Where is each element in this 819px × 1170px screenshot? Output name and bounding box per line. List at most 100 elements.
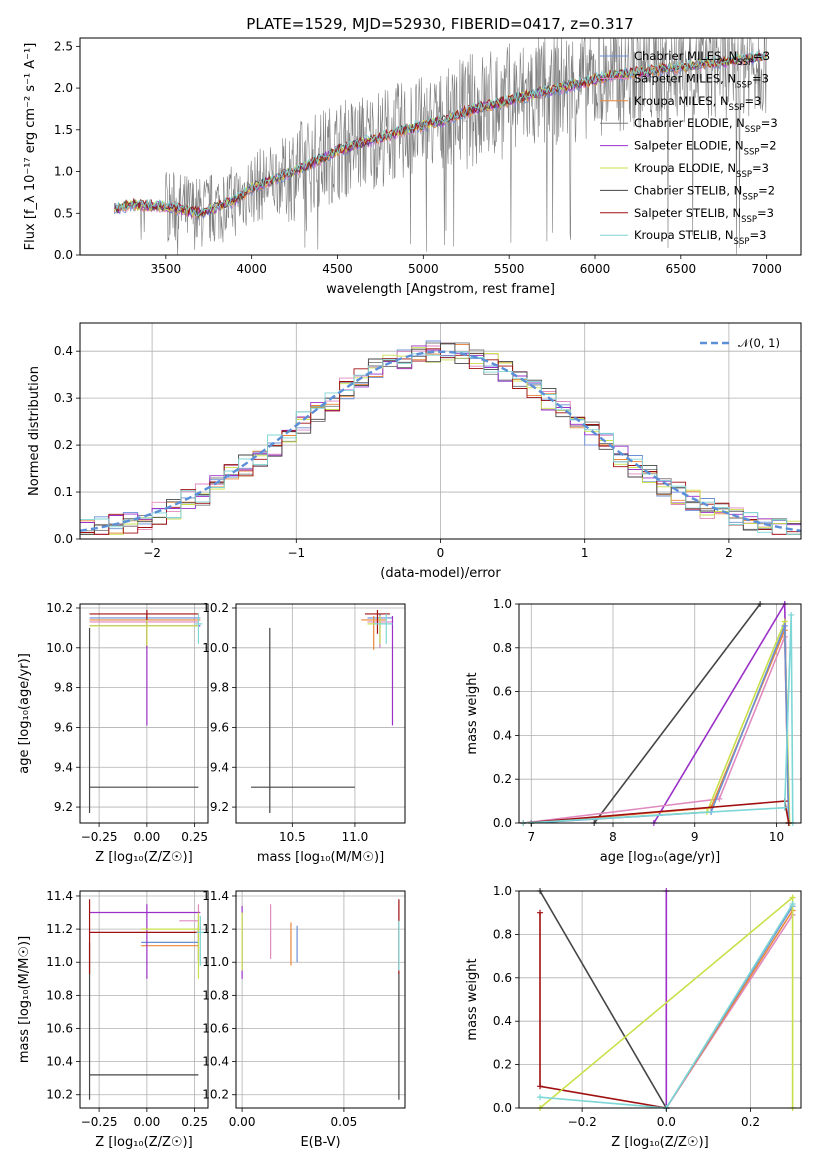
- x-tick-label: 0: [437, 546, 445, 560]
- x-axis-label: E(B-V): [300, 1135, 340, 1150]
- y-tick-label: 0.2: [54, 438, 73, 452]
- x-axis-label: Z [log₁₀(Z/Z☉)]: [95, 1135, 192, 1150]
- legend-entry: Kroupa STELIB, NSSP=3: [634, 228, 766, 247]
- x-tick-label: 0.00: [134, 830, 161, 844]
- plot-area-residuals: [79, 340, 802, 535]
- errorbar-point: [89, 615, 201, 648]
- errorbar-point: [89, 609, 199, 620]
- x-tick-label: 7000: [751, 262, 782, 276]
- legend-entry: Chabrier MILES, NSSP=3: [634, 49, 770, 68]
- axes-age_vs_mass: 10.5 11.0 9.2 9.4 9.6 9.8 10.0 10.2 mass [log₁₀(…: [202, 601, 406, 865]
- y-tick-label: 10.6: [202, 1021, 229, 1035]
- y-tick-label: 0.2: [493, 772, 512, 786]
- legend-entry: Salpeter MILES, NSSP=3: [634, 71, 769, 90]
- x-tick-label: 10.5: [279, 830, 306, 844]
- plot-area-mass_vs_EBV: [241, 899, 400, 1100]
- plot-area-massweight_vs_age: [520, 601, 796, 826]
- mass-weight-line: [653, 601, 790, 824]
- y-axis-label: mass weight: [465, 672, 480, 754]
- histogram-series: [80, 351, 801, 535]
- x-axis-label: wavelength [Angstrom, rest frame]: [326, 282, 555, 297]
- y-tick-label: 11.4: [202, 889, 229, 903]
- y-tick-label: 2.5: [54, 39, 73, 53]
- mass-weight-marker: [788, 611, 795, 618]
- x-tick-label: 8: [609, 830, 617, 844]
- y-tick-label: 0.4: [493, 1014, 512, 1028]
- x-tick-label: 0.25: [181, 1115, 208, 1129]
- axes-frame: [518, 890, 802, 1109]
- plot-area-age_vs_Z: [88, 609, 203, 814]
- mass-weight-marker: [537, 1094, 544, 1101]
- y-axis-label: mass weight: [465, 958, 480, 1040]
- y-tick-label: 0.4: [493, 728, 512, 742]
- y-tick-label: 10.2: [46, 601, 73, 615]
- y-tick-label: 9.2: [210, 800, 229, 814]
- legend-entry: Salpeter STELIB, NSSP=3: [634, 206, 774, 225]
- x-tick-label: 2: [725, 546, 733, 560]
- y-tick-label: 11.0: [202, 955, 229, 969]
- errorbar-point: [89, 615, 201, 726]
- y-axis-label: Normed distribution: [27, 366, 42, 496]
- errorbar-point: [373, 613, 393, 644]
- y-axis-label: age [log₁₀(age/yr)]: [17, 653, 32, 774]
- legend-entry: Chabrier STELIB, NSSP=2: [634, 183, 775, 202]
- axes-frame: [79, 37, 802, 256]
- y-tick-label: 9.6: [54, 720, 73, 734]
- mass-weight-marker: [781, 622, 788, 629]
- y-tick-label: 10.8: [46, 988, 73, 1002]
- x-tick-label: 9: [691, 830, 699, 844]
- errorbar-point: [88, 627, 199, 814]
- y-tick-label: 9.2: [54, 800, 73, 814]
- legend-entry: Salpeter ELODIE, NSSP=2: [634, 139, 777, 158]
- y-axis-label: Flux [f_λ 10⁻¹⁷ erg cm⁻² s⁻¹ A⁻¹]: [23, 43, 38, 251]
- errorbar-point: [141, 929, 200, 963]
- y-tick-label: 10.4: [202, 1055, 229, 1069]
- y-tick-label: 10.0: [202, 641, 229, 655]
- y-tick-label: 0.0: [54, 248, 73, 262]
- normal-curve: [79, 350, 802, 532]
- figure-title: PLATE=1529, MJD=52930, FIBERID=0417, z=0…: [246, 15, 633, 33]
- mass-weight-marker: [716, 795, 723, 802]
- errorbar-point: [88, 899, 199, 974]
- legend-entry: 𝒩(0, 1): [738, 336, 780, 350]
- x-tick-label: 11.0: [342, 830, 369, 844]
- y-tick-label: 10.2: [202, 1088, 229, 1102]
- x-tick-label: −0.2: [568, 1115, 597, 1129]
- y-tick-label: 1.0: [54, 165, 73, 179]
- axes-mass_vs_EBV: 0.00 0.05 10.2 10.4 10.6 10.8 11.0 11.2 11.4 E(B-…: [202, 889, 406, 1150]
- mass-weight-line: [539, 890, 667, 1109]
- y-tick-label: 10.2: [46, 1088, 73, 1102]
- histogram-series: [80, 348, 801, 535]
- x-tick-label: 4000: [236, 262, 267, 276]
- y-tick-label: 9.8: [210, 681, 229, 695]
- x-tick-label: −1: [287, 546, 305, 560]
- x-tick-label: −0.25: [81, 830, 118, 844]
- axes-massweight_vs_age: 7 8 9 10 0.0 0.2 0.4 0.6 0.8 1.0 age [log₁₀(age/yr…: [465, 597, 802, 865]
- axes-massweight_vs_Z: −0.2 0.0 0.2 0.0 0.2 0.4 0.6 0.8 1.0 Z [log₁₀(Z/Z…: [465, 884, 802, 1150]
- mass-weight-marker: [789, 894, 796, 901]
- y-tick-label: 11.4: [46, 889, 73, 903]
- y-tick-label: 0.6: [493, 971, 512, 985]
- axes-frame: [235, 890, 406, 1109]
- errorbar-point: [88, 942, 199, 1100]
- y-tick-label: 9.6: [210, 720, 229, 734]
- y-tick-label: 0.6: [493, 685, 512, 699]
- y-tick-label: 11.2: [46, 922, 73, 936]
- y-tick-label: 0.0: [54, 532, 73, 546]
- errorbar-point: [251, 627, 355, 814]
- y-tick-label: 10.4: [46, 1055, 73, 1069]
- y-tick-label: 2.0: [54, 81, 73, 95]
- axes-frame: [79, 890, 209, 1109]
- y-tick-label: 0.3: [54, 391, 73, 405]
- y-tick-label: 0.8: [493, 641, 512, 655]
- axes-frame: [518, 603, 802, 824]
- x-tick-label: 0.00: [134, 1115, 161, 1129]
- mass-weight-marker: [789, 901, 796, 908]
- x-tick-label: 1: [581, 546, 589, 560]
- y-tick-label: 1.5: [54, 123, 73, 137]
- observed-spectrum: [114, 36, 767, 255]
- x-tick-label: 5500: [494, 262, 525, 276]
- x-axis-label: Z [log₁₀(Z/Z☉)]: [611, 1135, 708, 1150]
- y-tick-label: 0.5: [54, 206, 73, 220]
- x-tick-label: 0.2: [741, 1115, 760, 1129]
